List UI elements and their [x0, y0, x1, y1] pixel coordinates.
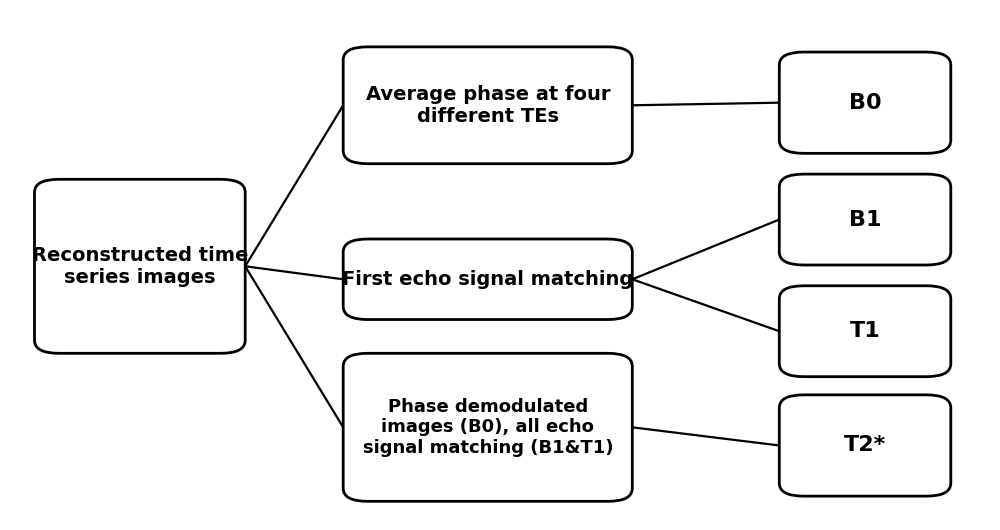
FancyBboxPatch shape: [343, 239, 632, 320]
FancyBboxPatch shape: [343, 47, 632, 164]
Text: Phase demodulated
images (B0), all echo
signal matching (B1&T1): Phase demodulated images (B0), all echo …: [363, 398, 613, 457]
FancyBboxPatch shape: [779, 286, 951, 377]
FancyBboxPatch shape: [779, 395, 951, 496]
Text: T2*: T2*: [844, 436, 886, 455]
FancyBboxPatch shape: [34, 179, 245, 354]
FancyBboxPatch shape: [343, 354, 632, 501]
FancyBboxPatch shape: [779, 174, 951, 265]
Text: Reconstructed time
series images: Reconstructed time series images: [32, 246, 248, 287]
Text: B1: B1: [849, 209, 881, 229]
FancyBboxPatch shape: [779, 52, 951, 153]
Text: Average phase at four
different TEs: Average phase at four different TEs: [366, 85, 610, 126]
Text: B0: B0: [849, 93, 881, 113]
Text: First echo signal matching: First echo signal matching: [342, 270, 633, 289]
Text: T1: T1: [850, 321, 880, 341]
